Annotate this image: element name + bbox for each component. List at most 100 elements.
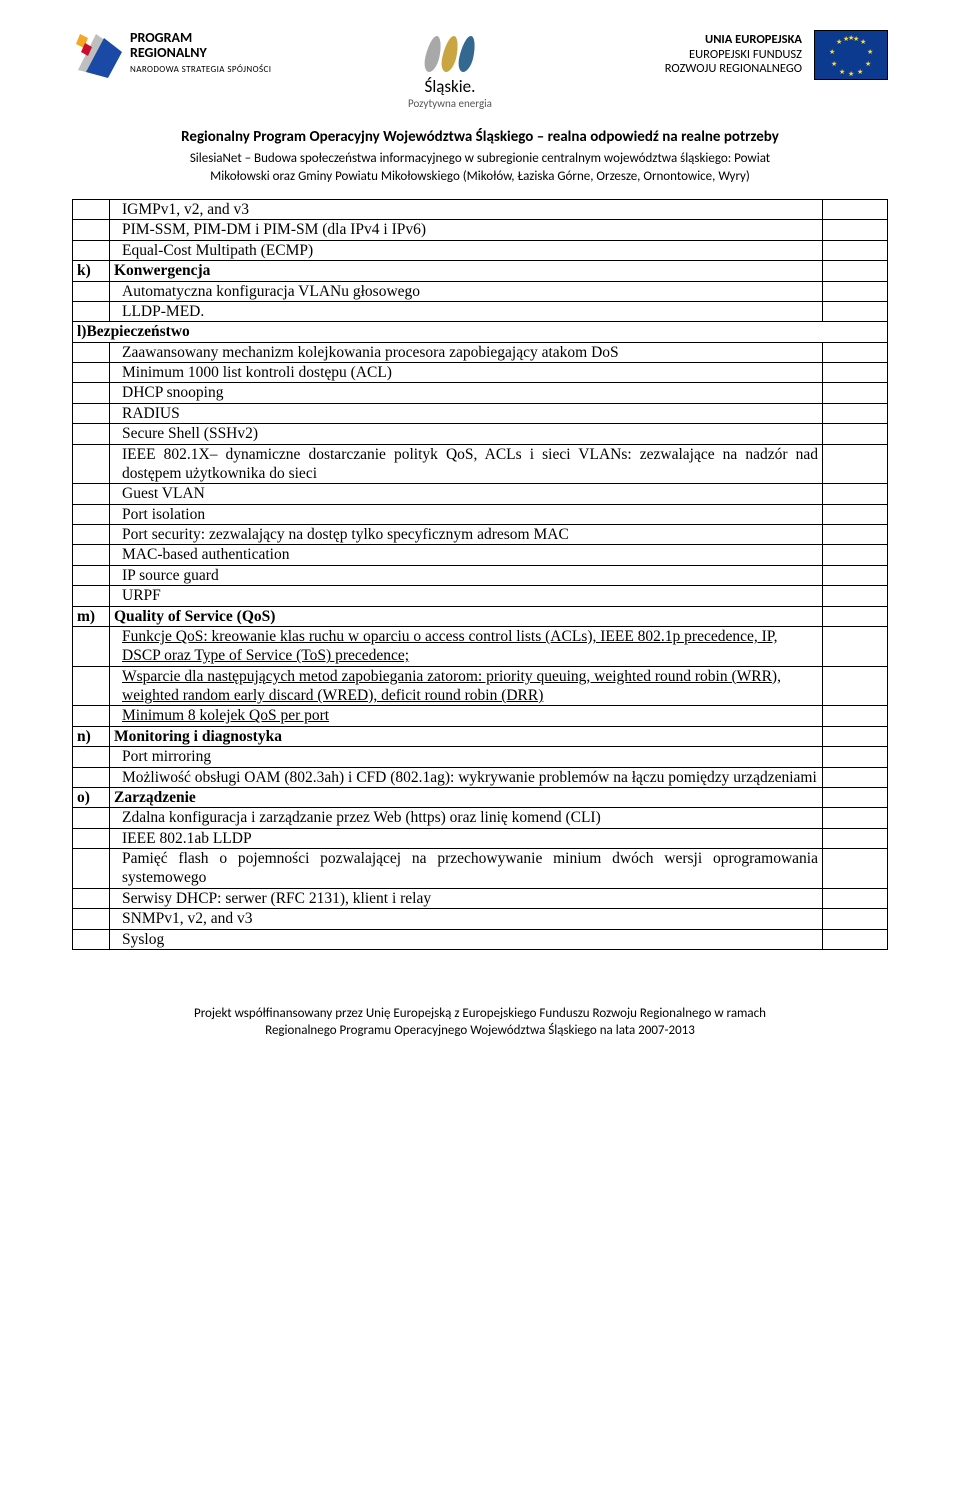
table-row: Port mirroring [73, 747, 888, 767]
row-value [823, 525, 888, 545]
row-value [823, 747, 888, 767]
row-value [823, 484, 888, 504]
table-row: Syslog [73, 929, 888, 949]
row-content: Funkcje QoS: kreowanie klas ruchu w opar… [110, 626, 823, 666]
row-value [823, 342, 888, 362]
row-content: Zaawansowany mechanizm kolejkowania proc… [110, 342, 823, 362]
row-marker [73, 565, 110, 585]
row-marker: m) [73, 606, 110, 626]
row-value [823, 240, 888, 260]
slaskie-sub: Pozytywna energia [408, 97, 492, 110]
table-row: IGMPv1, v2, and v3 [73, 200, 888, 220]
row-marker [73, 525, 110, 545]
row-marker: k) [73, 261, 110, 281]
page-subtitle: SilesiaNet – Budowa społeczeństwa inform… [72, 150, 888, 185]
row-value [823, 626, 888, 666]
table-row: n)Monitoring i diagnostyka [73, 726, 888, 746]
row-marker [73, 929, 110, 949]
table-row: MAC-based authentication [73, 545, 888, 565]
table-row: Secure Shell (SSHv2) [73, 424, 888, 444]
eu-text: UNIA EUROPEJSKA EUROPEJSKI FUNDUSZ ROZWO… [665, 33, 802, 76]
program-regionalny-text: PROGRAM REGIONALNY NARODOWA STRATEGIA SP… [130, 30, 271, 75]
row-content: IEEE 802.1ab LLDP [110, 828, 823, 848]
slaskie-icon [426, 36, 474, 72]
row-content: Możliwość obsługi OAM (802.3ah) i CFD (8… [110, 767, 823, 787]
table-row: Minimum 1000 list kontroli dostępu (ACL) [73, 363, 888, 383]
table-row: Funkcje QoS: kreowanie klas ruchu w opar… [73, 626, 888, 666]
logo-eu: UNIA EUROPEJSKA EUROPEJSKI FUNDUSZ ROZWO… [588, 30, 888, 80]
row-marker [73, 281, 110, 301]
row-content: Pamięć flash o pojemności pozwalającej n… [110, 849, 823, 889]
row-value [823, 261, 888, 281]
row-marker [73, 424, 110, 444]
table-row: k)Konwergencja [73, 261, 888, 281]
table-row: Zdalna konfiguracja i zarządzanie przez … [73, 808, 888, 828]
slaskie-label: Śląskie. [425, 76, 476, 97]
row-value [823, 586, 888, 606]
row-content: Konwergencja [110, 261, 823, 281]
row-value [823, 220, 888, 240]
row-content: Automatyczna konfiguracja VLANu głosoweg… [110, 281, 823, 301]
table-row: Guest VLAN [73, 484, 888, 504]
logo-left-sub: NARODOWA STRATEGIA SPÓJNOŚCI [130, 64, 271, 75]
table-row: Wsparcie dla następujących metod zapobie… [73, 666, 888, 706]
row-marker [73, 504, 110, 524]
table-row: IEEE 802.1ab LLDP [73, 828, 888, 848]
table-row: Port security: zezwalający na dostęp tyl… [73, 525, 888, 545]
row-marker [73, 545, 110, 565]
footer-line1: Projekt współfinansowany przez Unię Euro… [194, 1006, 766, 1021]
row-value [823, 545, 888, 565]
table-row: DHCP snooping [73, 383, 888, 403]
row-value [823, 909, 888, 929]
table-row: Pamięć flash o pojemności pozwalającej n… [73, 849, 888, 889]
logo-program-regionalny: PROGRAM REGIONALNY NARODOWA STRATEGIA SP… [72, 30, 312, 80]
row-content: URPF [110, 586, 823, 606]
row-marker: n) [73, 726, 110, 746]
row-marker [73, 666, 110, 706]
row-value [823, 403, 888, 423]
table-row: SNMPv1, v2, and v3 [73, 909, 888, 929]
row-content: LLDP-MED. [110, 301, 823, 321]
eu-line3: ROZWOJU REGIONALNEGO [665, 62, 802, 76]
row-marker [73, 342, 110, 362]
section-label: l)Bezpieczeństwo [73, 322, 888, 342]
row-marker [73, 747, 110, 767]
program-regionalny-icon [72, 30, 122, 80]
row-marker [73, 849, 110, 889]
row-marker [73, 383, 110, 403]
row-value [823, 444, 888, 484]
row-value [823, 281, 888, 301]
logo-left-line1: PROGRAM [130, 30, 271, 45]
document-page: PROGRAM REGIONALNY NARODOWA STRATEGIA SP… [0, 0, 960, 1080]
table-row: Port isolation [73, 504, 888, 524]
row-marker [73, 363, 110, 383]
specification-table: IGMPv1, v2, and v3PIM-SSM, PIM-DM i PIM-… [72, 199, 888, 950]
row-content: Syslog [110, 929, 823, 949]
table-row: PIM-SSM, PIM-DM i PIM-SM (dla IPv4 i IPv… [73, 220, 888, 240]
table-row: Zaawansowany mechanizm kolejkowania proc… [73, 342, 888, 362]
row-marker [73, 888, 110, 908]
logo-slaskie: Śląskie. Pozytywna energia [360, 30, 540, 110]
row-marker: o) [73, 787, 110, 807]
row-content: DHCP snooping [110, 383, 823, 403]
row-content: Minimum 1000 list kontroli dostępu (ACL) [110, 363, 823, 383]
row-content: Quality of Service (QoS) [110, 606, 823, 626]
row-content: Wsparcie dla następujących metod zapobie… [110, 666, 823, 706]
row-value [823, 787, 888, 807]
logo-left-line2: REGIONALNY [130, 45, 271, 60]
row-content: IP source guard [110, 565, 823, 585]
row-value [823, 888, 888, 908]
row-content: Monitoring i diagnostyka [110, 726, 823, 746]
row-value [823, 424, 888, 444]
row-value [823, 706, 888, 726]
row-marker [73, 828, 110, 848]
row-value [823, 726, 888, 746]
eu-line2: EUROPEJSKI FUNDUSZ [665, 48, 802, 62]
row-value [823, 828, 888, 848]
row-marker [73, 626, 110, 666]
row-value [823, 929, 888, 949]
row-marker [73, 767, 110, 787]
row-content: PIM-SSM, PIM-DM i PIM-SM (dla IPv4 i IPv… [110, 220, 823, 240]
sub-line2: Mikołowski oraz Gminy Powiatu Mikołowski… [210, 169, 750, 184]
table-row: l)Bezpieczeństwo [73, 322, 888, 342]
